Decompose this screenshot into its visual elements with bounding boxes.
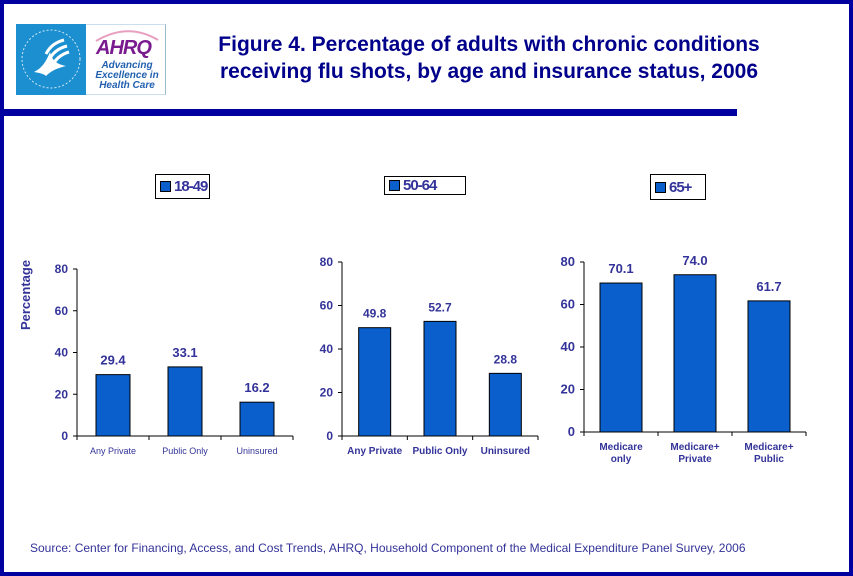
y-tick-label: 20: [55, 387, 69, 401]
bar: [673, 274, 717, 433]
y-tick-label: 60: [561, 297, 575, 312]
legend-chart-3: 65+: [650, 174, 706, 200]
data-label: 61.7: [756, 279, 781, 294]
y-tick-label: 40: [320, 342, 334, 356]
title-line-2: receiving flu shots, by age and insuranc…: [219, 60, 759, 83]
data-label: 28.8: [494, 352, 518, 366]
legend-swatch: [389, 180, 400, 191]
bar: [488, 372, 522, 437]
bar: [599, 282, 643, 433]
x-tick-label: Uninsured: [236, 446, 277, 456]
legend-label: 18-49: [174, 178, 208, 195]
y-tick-label: 40: [55, 346, 69, 360]
legend-swatch: [655, 181, 666, 193]
x-tick-label: Any Private: [90, 446, 136, 456]
bar: [747, 300, 791, 433]
y-tick-label: 80: [320, 255, 334, 269]
legend-chart-1: 18-49: [155, 174, 210, 199]
x-tick-label: Private: [678, 454, 712, 465]
y-tick-label: 40: [561, 339, 575, 354]
header-divider: [0, 109, 737, 116]
y-tick-label: 0: [326, 429, 333, 443]
legend-chart-2: 50-64: [384, 176, 466, 195]
data-label: 74.0: [682, 253, 707, 268]
x-tick-label: Public Only: [162, 446, 208, 456]
y-tick-label: 60: [320, 299, 334, 313]
title-line-1: Figure 4. Percentage of adults with chro…: [218, 33, 760, 56]
x-tick-label: Uninsured: [481, 446, 530, 457]
y-tick-label: 80: [55, 262, 69, 276]
bar: [167, 366, 203, 437]
source-note: Source: Center for Financing, Access, an…: [30, 541, 746, 555]
data-label: 52.7: [428, 300, 452, 314]
x-tick-label: only: [611, 454, 632, 465]
data-label: 29.4: [100, 353, 126, 368]
x-tick-label: Medicare: [599, 442, 643, 453]
tagline-line: Health Care: [99, 80, 155, 91]
legend-swatch: [160, 181, 171, 192]
y-tick-label: 20: [561, 382, 575, 397]
x-tick-label: Public: [754, 454, 784, 465]
hhs-eagle-icon: [16, 24, 86, 95]
x-tick-label: Medicare+: [670, 442, 719, 453]
x-tick-label: Public Only: [412, 446, 467, 457]
bar: [358, 327, 392, 437]
tagline-line: Excellence in: [95, 70, 159, 81]
x-tick-label: Medicare+: [744, 442, 793, 453]
bar: [95, 374, 131, 437]
data-label: 33.1: [172, 345, 197, 360]
y-tick-label: 0: [61, 429, 68, 443]
data-label: 16.2: [244, 380, 269, 395]
y-axis-label: Percentage: [18, 260, 33, 330]
data-label: 49.8: [363, 307, 387, 321]
bar: [239, 401, 275, 437]
ahrq-name: AHRQ: [96, 37, 152, 59]
tagline-line: Advancing: [101, 60, 153, 71]
ahrq-tagline: Advancing Excellence in Health Care: [90, 61, 164, 91]
y-tick-label: 0: [568, 424, 575, 439]
legend-label: 50-64: [403, 177, 437, 194]
legend-label: 65+: [669, 178, 692, 196]
bar: [423, 320, 457, 437]
figure-title: Figure 4. Percentage of adults with chro…: [174, 31, 804, 85]
ahrq-logo[interactable]: AHRQ Advancing Excellence in Health Care: [16, 24, 166, 95]
y-tick-label: 20: [320, 386, 334, 400]
y-tick-label: 80: [561, 254, 575, 269]
data-label: 70.1: [608, 261, 633, 276]
ahrq-wordmark: AHRQ Advancing Excellence in Health Care: [86, 24, 166, 95]
x-tick-label: Any Private: [347, 446, 402, 457]
y-tick-label: 60: [55, 304, 69, 318]
y-axis-label-svg: Percentage: [18, 260, 33, 330]
